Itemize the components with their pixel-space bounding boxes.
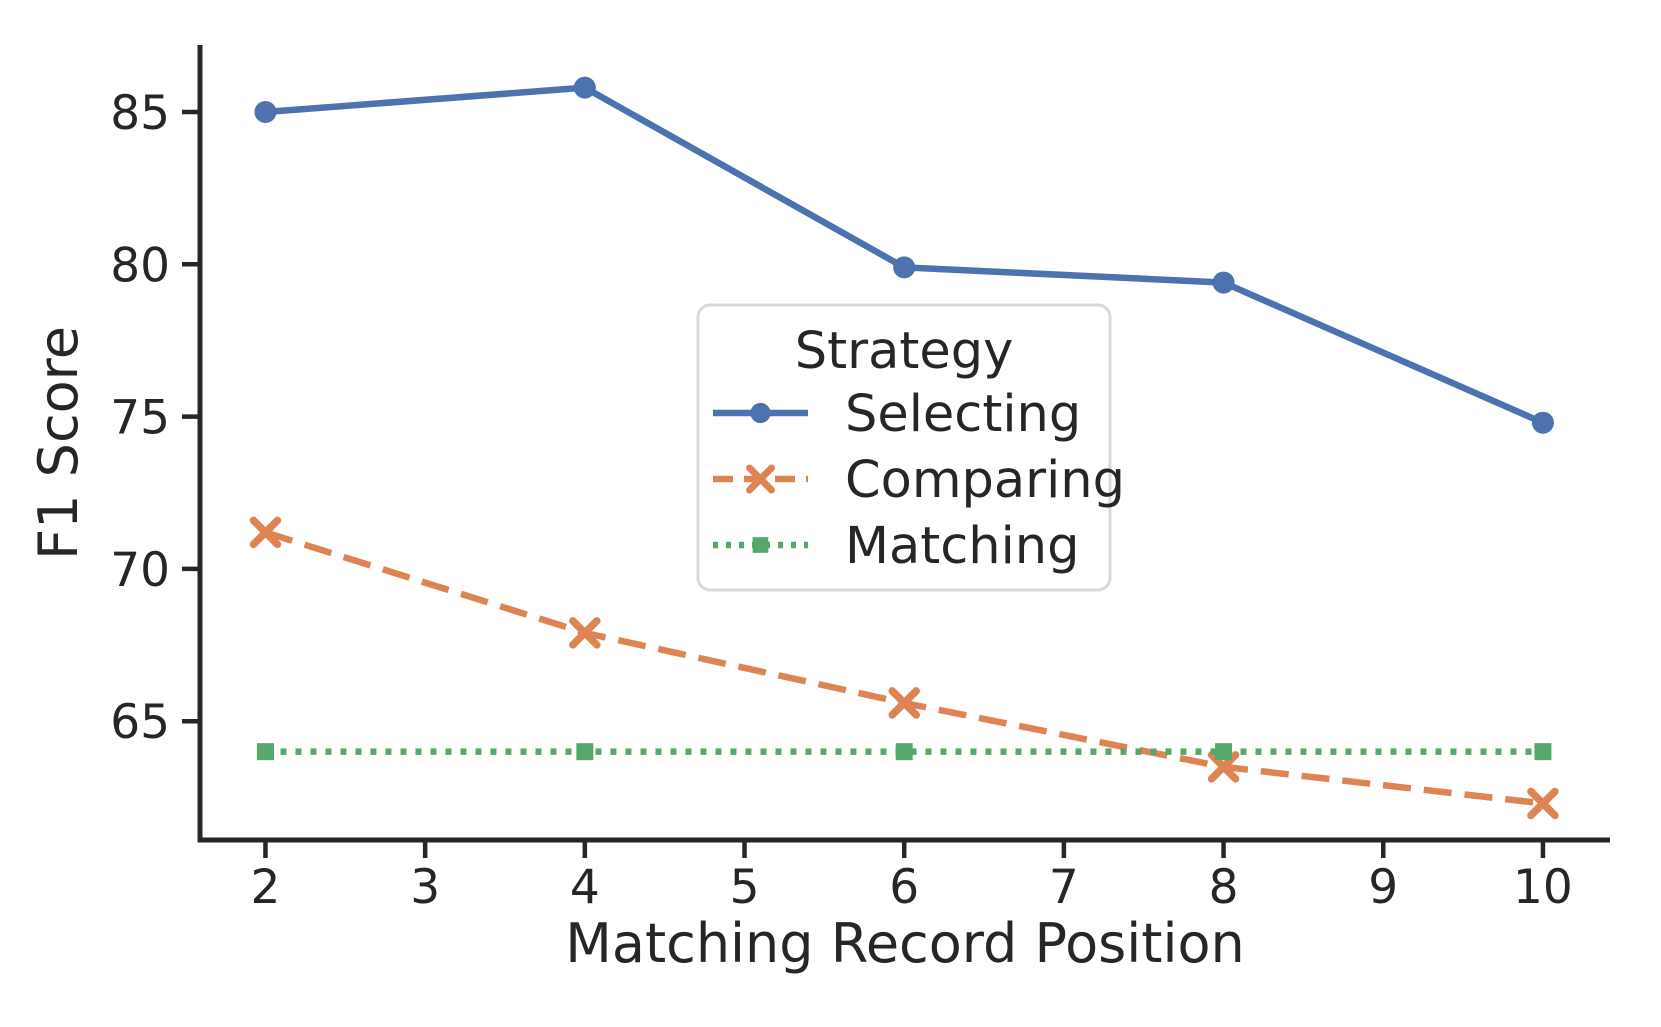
series-comparing (249, 516, 1559, 820)
x-axis-label: Matching Record Position (565, 912, 1244, 975)
data-point-marker (254, 101, 277, 124)
data-point-marker (1534, 743, 1552, 761)
legend-entry-matching: Matching (713, 517, 1079, 576)
legend-title: Strategy (795, 322, 1014, 381)
data-point-marker (888, 687, 920, 719)
y-tick-label: 75 (110, 391, 170, 446)
legend-entry-comparing: Comparing (713, 451, 1125, 510)
data-point-marker (752, 537, 769, 553)
series-matching (256, 743, 1552, 761)
data-point-marker (1215, 743, 1233, 761)
legend-entry-label: Selecting (845, 385, 1081, 444)
x-tick-label: 7 (1049, 860, 1079, 915)
data-point-marker (1531, 411, 1554, 434)
data-point-marker (569, 617, 601, 649)
x-tick-label: 5 (730, 860, 760, 915)
legend-entry-label: Matching (845, 517, 1079, 576)
x-tick-label: 8 (1209, 860, 1239, 915)
data-point-marker (249, 516, 282, 549)
data-point-marker (1212, 271, 1235, 294)
x-tick-label: 6 (889, 860, 919, 915)
x-tick-label: 4 (570, 860, 600, 915)
data-point-marker (576, 743, 594, 761)
y-tick-label: 80 (110, 238, 170, 293)
legend-entry-selecting: Selecting (713, 385, 1081, 444)
data-point-marker (256, 743, 274, 761)
plot-area: 2 3 4 5 6 7 8 9 10 65 70 75 80 85 (110, 45, 1610, 915)
data-point-marker (746, 464, 775, 494)
data-point-marker (895, 743, 913, 761)
x-tick-label: 9 (1368, 860, 1398, 915)
legend-entry-label: Comparing (845, 451, 1125, 510)
x-tick-label: 10 (1513, 860, 1573, 915)
y-tick-label: 85 (110, 86, 170, 141)
y-tick-label: 70 (110, 543, 170, 598)
x-tick-label: 2 (251, 860, 281, 915)
data-point-marker (1527, 787, 1559, 820)
x-tick-label: 3 (410, 860, 440, 915)
y-axis-label: F1 Score (27, 326, 90, 560)
series-selecting (254, 76, 1554, 434)
data-point-marker (750, 402, 771, 424)
legend-box (696, 303, 1112, 592)
y-tick-label: 65 (110, 695, 170, 750)
data-point-marker (573, 76, 596, 99)
data-point-marker (893, 256, 916, 279)
